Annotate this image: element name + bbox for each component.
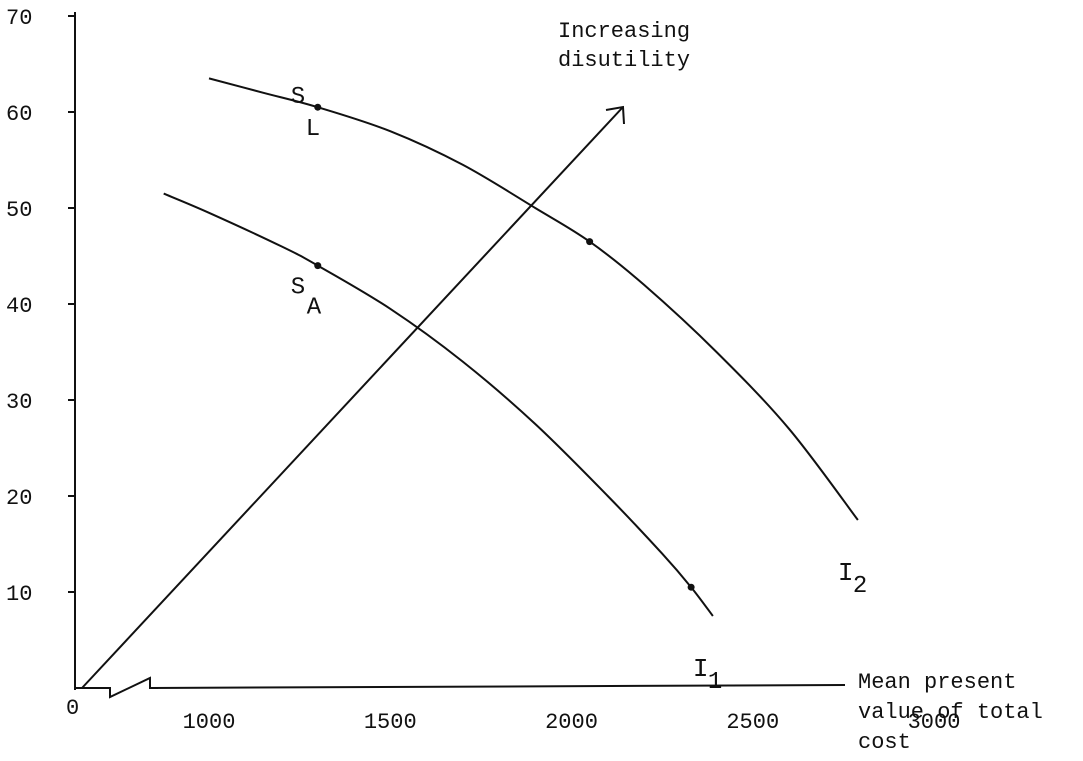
x-axis-title-line-1: Mean present [858,670,1016,695]
x-ticks: 1000 1500 2000 2500 3000 [183,710,961,735]
x-axis-title-line-2: value of total [858,700,1043,725]
curves [163,77,859,617]
x-tick-label: 3000 [908,710,961,735]
y-tick-label: 50 [6,198,32,223]
indifference-curve-I1 [163,192,714,617]
x-axis-title: Mean present value of total cost [858,670,1043,755]
x-tick-label: 1000 [183,710,236,735]
y-tick-label: 30 [6,390,32,415]
x-axis-title-line-3: cost [858,730,911,755]
axes [74,12,846,699]
point-label-SL: S [291,84,305,111]
x-axis [149,684,846,689]
data-point [687,583,695,591]
y-ticks: 10 20 30 40 50 60 70 [6,6,75,607]
y-tick-label: 60 [6,102,32,127]
curve-labels: I 1I 2 [693,558,867,696]
y-tick-label: 10 [6,582,32,607]
arrow-head [605,105,625,125]
point-label-subscript-SL: L [306,116,320,143]
arrow-label: Increasing disutility [558,19,690,73]
y-tick-label: 70 [6,6,32,31]
point-label-subscript-SA: A [307,295,322,322]
y-tick-label: 40 [6,294,32,319]
curve-label-I2: I [838,558,854,588]
data-point [586,238,594,246]
x-tick-label: 2000 [545,710,598,735]
x-tick-label: 2500 [726,710,779,735]
curve-label-subscript-I2: 2 [853,573,867,600]
increasing-disutility-arrow [81,105,625,689]
data-point [314,262,322,270]
curve-label-I1: I [693,654,709,684]
point-label-SA: S [291,275,305,302]
arrow-shaft [81,106,624,689]
x-tick-label: 1500 [364,710,417,735]
arrow-label-line-1: Increasing [558,19,690,44]
origin-label: 0 [66,696,79,721]
curve-label-subscript-I1: 1 [708,669,722,696]
data-point [314,103,322,111]
y-tick-label: 20 [6,486,32,511]
arrow-label-line-2: disutility [558,48,690,73]
